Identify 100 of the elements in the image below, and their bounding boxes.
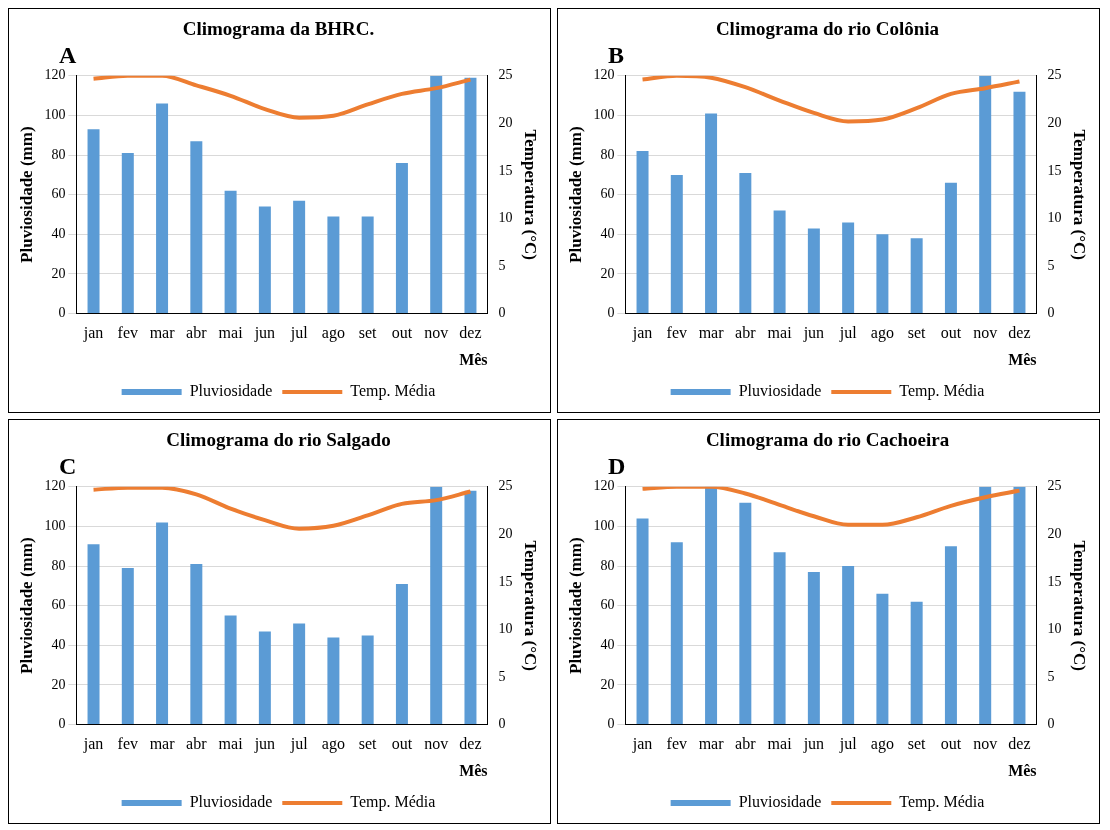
text: C — [59, 453, 77, 480]
bar — [121, 568, 134, 725]
y-tick-label: 40 — [51, 637, 66, 653]
x-tick-label: set — [907, 735, 927, 753]
y-tick-label: 0 — [58, 716, 66, 732]
x-tick-label: fev — [117, 735, 139, 753]
bar — [464, 77, 477, 314]
legend-label: Pluviosidade — [738, 382, 822, 400]
bar — [636, 518, 649, 725]
y2-tick-label: 15 — [498, 162, 513, 178]
y-axis-title: Pluviosidade (mm) — [565, 126, 585, 263]
y-tick-label: 20 — [51, 265, 66, 281]
x-axis-title: Mês — [1008, 350, 1037, 368]
x-tick-label: out — [391, 735, 413, 753]
x-tick-label: jun — [253, 735, 276, 754]
bar — [327, 637, 340, 725]
bar — [395, 583, 408, 725]
x-tick-label: mar — [149, 324, 176, 342]
bar — [773, 552, 786, 725]
y2-tick-label: 5 — [1047, 257, 1055, 273]
y2-tick-label: 5 — [1047, 668, 1055, 684]
text: B — [608, 42, 625, 69]
bar — [1013, 91, 1026, 314]
y2-tick-label: 15 — [1047, 573, 1062, 589]
y2-tick-label: 5 — [498, 668, 506, 684]
y2-tick-label: 15 — [498, 573, 513, 589]
x-tick-label: ago — [870, 324, 894, 343]
bar — [670, 542, 683, 725]
x-tick-label: set — [358, 324, 378, 342]
y2-tick-label: 0 — [1047, 716, 1055, 732]
bar — [807, 228, 820, 314]
legend-label: Pluviosidade — [189, 382, 273, 400]
x-tick-label: nov — [424, 324, 449, 342]
bar — [258, 631, 271, 725]
x-tick-label: mai — [767, 324, 793, 342]
legend-label: Temp. Média — [899, 382, 985, 401]
bar — [293, 623, 306, 725]
x-tick-label: abr — [735, 324, 757, 342]
x-tick-label: mai — [767, 735, 793, 753]
bar — [87, 544, 100, 725]
y2-tick-label: 10 — [498, 210, 513, 226]
line-series — [640, 75, 1022, 124]
legend-label: Temp. Média — [350, 382, 436, 401]
y-tick-label: 0 — [58, 305, 66, 321]
line-series — [91, 486, 473, 531]
y-tick-label: 120 — [593, 478, 615, 494]
x-tick-label: jun — [253, 324, 276, 343]
chart-title: Climograma do rio Colônia — [715, 18, 940, 40]
y2-tick-label: 25 — [498, 478, 513, 494]
bar — [156, 103, 169, 314]
y2-tick-label: 10 — [1047, 621, 1062, 637]
y-axis-title: Pluviosidade (mm) — [16, 537, 36, 674]
x-tick-label: mai — [218, 735, 244, 753]
y-tick-label: 80 — [51, 146, 66, 162]
x-tick-label: abr — [186, 324, 208, 342]
bar — [395, 162, 408, 314]
y-tick-label: 120 — [44, 67, 66, 83]
y-tick-label: 20 — [51, 676, 66, 692]
x-tick-label: mar — [149, 735, 176, 753]
y2-tick-label: 10 — [1047, 210, 1062, 226]
x-tick-label: out — [391, 324, 413, 342]
y-tick-label: 80 — [51, 557, 66, 573]
bar — [224, 190, 237, 314]
bar — [361, 635, 374, 725]
bar — [327, 216, 340, 314]
bar — [464, 490, 477, 725]
bar — [944, 546, 957, 725]
x-tick-label: mar — [698, 324, 725, 342]
y2-tick-label: 15 — [1047, 162, 1062, 178]
bar — [87, 129, 100, 314]
y2-axis-title: Temperatura (°C) — [521, 129, 541, 260]
x-tick-label: dez — [1008, 735, 1031, 753]
bar — [910, 238, 923, 314]
bar — [705, 113, 718, 314]
x-tick-label: ago — [870, 735, 894, 754]
y2-axis-title: Temperatura (°C) — [521, 540, 541, 671]
x-tick-label: jan — [631, 735, 653, 754]
bar — [910, 601, 923, 725]
y-tick-label: 80 — [600, 146, 615, 162]
x-tick-label: jun — [802, 324, 825, 343]
y-tick-label: 0 — [607, 305, 615, 321]
y-tick-label: 100 — [593, 107, 615, 123]
y-tick-label: 40 — [51, 226, 66, 242]
bar — [156, 522, 169, 725]
y-tick-label: 60 — [51, 186, 66, 202]
x-tick-label: jan — [82, 324, 104, 343]
y2-tick-label: 0 — [1047, 305, 1055, 321]
y2-tick-label: 0 — [498, 305, 506, 321]
x-tick-label: nov — [973, 324, 998, 342]
bar — [739, 172, 752, 314]
text: A — [59, 42, 77, 69]
y2-tick-label: 25 — [1047, 67, 1062, 83]
bar — [944, 182, 957, 314]
y-tick-label: 20 — [600, 265, 615, 281]
y2-axis-title: Temperatura (°C) — [1070, 129, 1090, 260]
x-tick-label: abr — [735, 735, 757, 753]
y-tick-label: 60 — [600, 597, 615, 613]
x-tick-label: out — [940, 735, 962, 753]
legend-label: Temp. Média — [350, 793, 436, 812]
legend-label: Pluviosidade — [738, 793, 822, 811]
